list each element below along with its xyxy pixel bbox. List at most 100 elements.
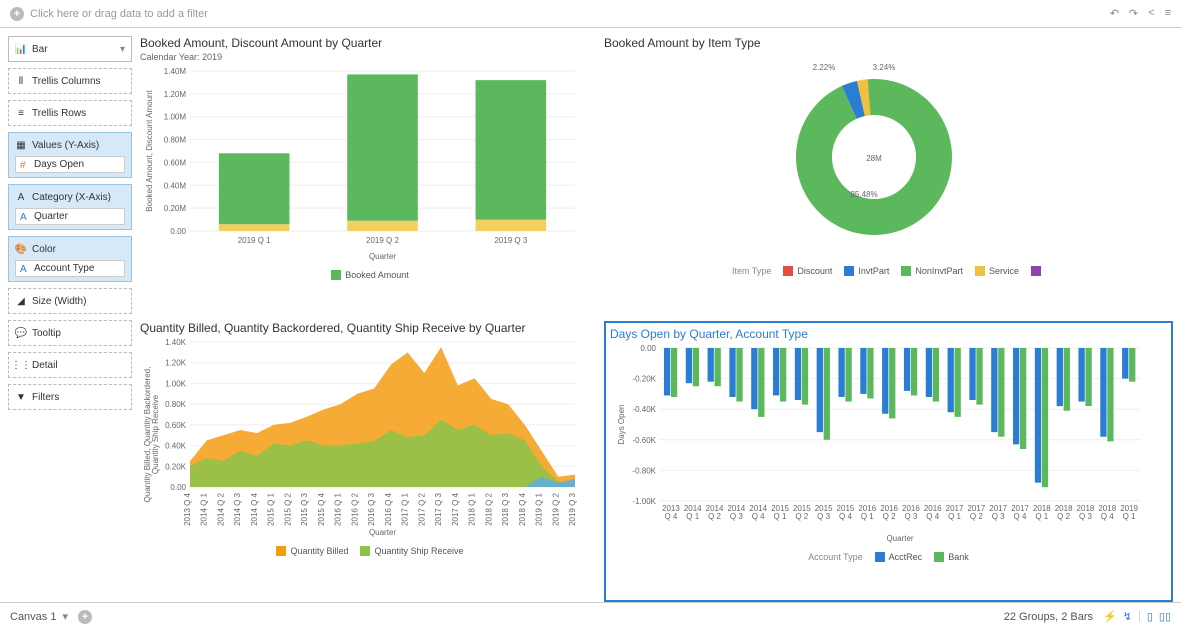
svg-text:2017 Q 1: 2017 Q 1 [401,492,410,525]
detail-label: Detail [32,360,58,371]
color-label: Color [32,244,56,255]
chart3-legend: Quantity Billed Quantity Ship Receive [140,546,600,556]
canvas-label: Canvas 1 [10,611,56,623]
legend-item[interactable]: AcctRec [875,552,923,562]
color-chip[interactable]: AAccount Type [15,260,125,277]
legend-item[interactable]: Quantity Ship Receive [360,546,463,556]
refresh-icon[interactable]: ↯ [1123,610,1132,623]
svg-text:95.48%: 95.48% [850,190,877,199]
legend-item[interactable]: Bank [934,552,969,562]
svg-text:Q 4: Q 4 [839,512,852,521]
svg-text:2018 Q 4: 2018 Q 4 [518,492,527,525]
category-chip[interactable]: AQuarter [15,208,125,225]
layout1-icon[interactable]: ▯ [1147,610,1153,623]
legend-item[interactable]: NonInvtPart [901,266,963,276]
trellis-cols-label: Trellis Columns [32,76,101,87]
svg-text:-0.20K: -0.20K [632,375,656,384]
footer-right: 22 Groups, 2 Bars ⚡ ↯ | ▯ ▯▯ [1004,610,1171,623]
svg-text:2014 Q 2: 2014 Q 2 [216,492,225,525]
filters-well[interactable]: ▼Filters [8,384,132,410]
values-chip[interactable]: #Days Open [15,156,125,173]
chart1-subtitle: Calendar Year: 2019 [140,52,600,62]
svg-text:-0.80K: -0.80K [632,466,656,475]
svg-text:2019 Q 3: 2019 Q 3 [494,236,527,245]
svg-text:1.20M: 1.20M [164,90,187,99]
svg-text:-0.60K: -0.60K [632,436,656,445]
detail-icon: ⋮⋮ [15,359,27,371]
svg-text:Q 3: Q 3 [992,512,1005,521]
svg-text:28M: 28M [866,154,882,163]
filter-prompt[interactable]: + Click here or drag data to add a filte… [10,7,1110,21]
chart1-body: 0.000.20M0.40M0.60M0.80M1.00M1.20M1.40M2… [140,66,600,264]
menu-icon[interactable]: ≡ [1165,7,1171,20]
layout2-icon[interactable]: ▯▯ [1159,610,1171,623]
svg-text:0.80M: 0.80M [164,136,187,145]
category-well[interactable]: ACategory (X-Axis) AQuarter [8,184,132,230]
svg-text:2018 Q 3: 2018 Q 3 [501,492,510,525]
legend-item[interactable]: Booked Amount [331,270,409,280]
legend-item[interactable]: Service [975,266,1019,276]
auto-viz-icon[interactable]: ⚡ [1103,610,1117,623]
svg-text:2015 Q 3: 2015 Q 3 [300,492,309,525]
undo-icon[interactable]: ↶ [1110,7,1119,20]
values-label: Values (Y-Axis) [32,140,99,151]
svg-text:2017 Q 4: 2017 Q 4 [451,492,460,525]
chart-booked-discount[interactable]: Booked Amount, Discount Amount by Quarte… [140,36,600,317]
svg-text:2015 Q 4: 2015 Q 4 [317,492,326,525]
color-well[interactable]: 🎨 Color AAccount Type [8,236,132,282]
svg-text:Quarter: Quarter [369,528,396,537]
filters-label: Filters [32,392,59,403]
top-actions: ↶ ↷ < ≡ [1110,7,1171,20]
svg-text:Q 2: Q 2 [1057,512,1070,521]
chart1-title: Booked Amount, Discount Amount by Quarte… [140,36,600,50]
add-canvas-button[interactable]: + [78,610,92,624]
tooltip-label: Tooltip [32,328,61,339]
share-icon[interactable]: < [1148,7,1154,20]
svg-text:1.20K: 1.20K [165,359,187,368]
legend-item[interactable] [1031,266,1045,276]
chart3-title: Quantity Billed, Quantity Backordered, Q… [140,321,600,335]
legend-item[interactable]: Discount [783,266,832,276]
top-bar: + Click here or drag data to add a filte… [0,0,1181,28]
chart-item-type-donut[interactable]: Booked Amount by Item Type 28M2.22%3.24%… [604,36,1173,317]
svg-text:3.24%: 3.24% [873,63,896,72]
svg-text:Q 4: Q 4 [1014,512,1027,521]
add-filter-icon[interactable]: + [10,7,24,21]
svg-text:2014 Q 3: 2014 Q 3 [233,492,242,525]
values-chip-label: Days Open [34,159,84,170]
chart-type-selector[interactable]: 📊Bar▾ [8,36,132,62]
svg-text:1.40K: 1.40K [165,338,187,347]
size-well[interactable]: ◢Size (Width) [8,288,132,314]
canvas-tab[interactable]: Canvas 1 ▾ [10,610,68,623]
chevron-down-icon: ▾ [120,44,125,55]
tooltip-well[interactable]: 💬 Tooltip [8,320,132,346]
svg-text:2013 Q 4: 2013 Q 4 [183,492,192,525]
palette-icon: 🎨 [15,243,27,255]
chart1-legend: Booked Amount [140,270,600,280]
svg-text:2018 Q 2: 2018 Q 2 [484,492,493,525]
svg-text:2019 Q 1: 2019 Q 1 [535,492,544,525]
footer-bar: Canvas 1 ▾ + 22 Groups, 2 Bars ⚡ ↯ | ▯ ▯… [0,602,1181,630]
svg-text:Q 1: Q 1 [1035,512,1048,521]
chart-quantity-area[interactable]: Quantity Billed, Quantity Backordered, Q… [140,321,600,602]
tooltip-icon: 💬 [15,327,27,339]
svg-text:Q 4: Q 4 [664,512,677,521]
values-well[interactable]: ▦Values (Y-Axis) #Days Open [8,132,132,178]
redo-icon[interactable]: ↷ [1129,7,1138,20]
sidebar: 📊Bar▾ ⦀Trellis Columns ≡Trellis Rows ▦Va… [0,28,140,602]
svg-text:0.00: 0.00 [170,227,186,236]
trellis-columns-well[interactable]: ⦀Trellis Columns [8,68,132,94]
detail-well[interactable]: ⋮⋮ Detail [8,352,132,378]
svg-text:2014 Q 1: 2014 Q 1 [200,492,209,525]
legend-item[interactable]: Quantity Billed [276,546,348,556]
svg-text:0.80K: 0.80K [165,400,187,409]
chart-days-open[interactable]: Days Open by Quarter, Account Type 0.00-… [604,321,1173,602]
svg-text:Q 4: Q 4 [752,512,765,521]
legend-item[interactable]: InvtPart [844,266,889,276]
filter-prompt-text: Click here or drag data to add a filter [30,8,208,20]
trellis-rows-well[interactable]: ≡Trellis Rows [8,100,132,126]
svg-text:2016 Q 3: 2016 Q 3 [367,492,376,525]
svg-text:Days Open: Days Open [617,404,626,444]
svg-text:Q 3: Q 3 [817,512,830,521]
svg-text:2019 Q 2: 2019 Q 2 [366,236,399,245]
